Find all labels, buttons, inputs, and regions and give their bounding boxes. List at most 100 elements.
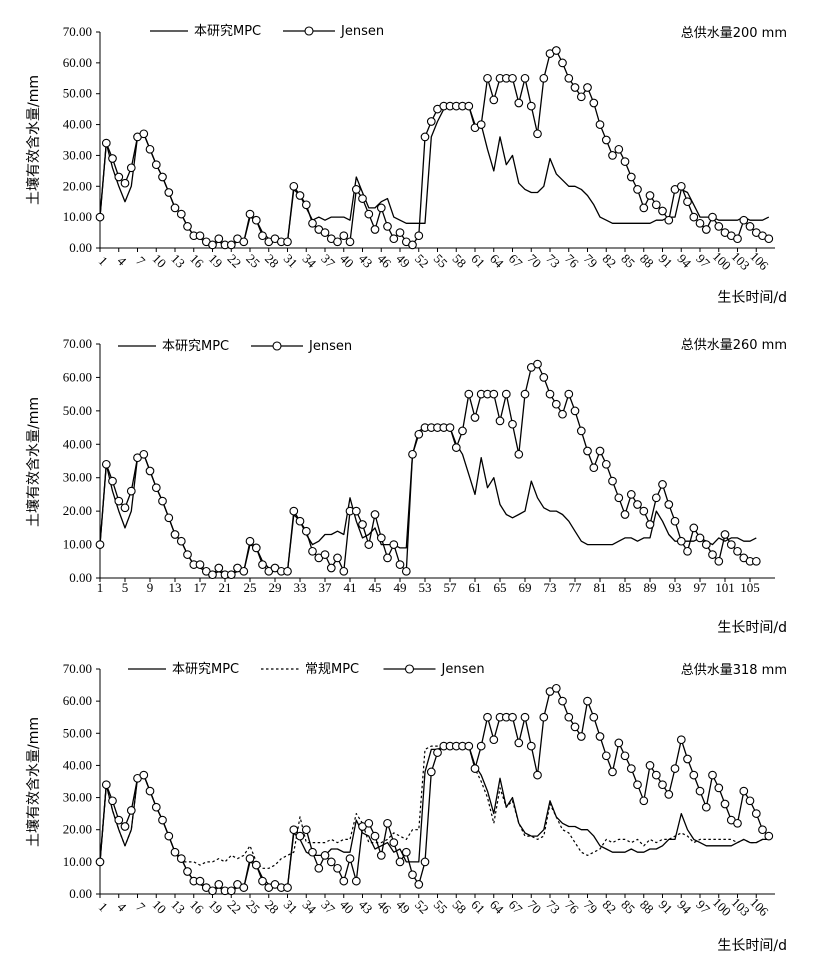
x-tick-label: 41: [344, 580, 357, 595]
x-axis-title: 生长时间/d: [717, 938, 787, 954]
jensen-data-point: [208, 570, 217, 580]
jensen-data-point: [183, 222, 192, 231]
y-axis-title: 土壤有效含水量/mm: [25, 717, 42, 847]
jensen-data-point: [651, 200, 661, 210]
jensen-data-point: [295, 831, 305, 841]
jensen-data-point: [308, 546, 317, 556]
jensen-data-point: [708, 550, 717, 559]
jensen-data-point: [170, 847, 180, 857]
jensen-data-point: [583, 446, 592, 456]
jensen-data-point: [689, 212, 699, 222]
jensen-data-point: [626, 172, 636, 182]
jensen-data-point: [501, 389, 511, 399]
jensen-data-point: [520, 712, 530, 722]
jensen-data-point: [633, 780, 642, 790]
jensen-data-point: [533, 129, 542, 139]
jensen-data-point: [595, 446, 605, 456]
jensen-data-point: [483, 73, 492, 83]
jensen-data-point: [351, 506, 361, 516]
jensen-data-point: [214, 880, 224, 889]
jensen-data-point: [495, 416, 505, 426]
jensen-data-point: [333, 237, 342, 247]
x-tick-label: 13: [168, 251, 188, 271]
x-tick-label: 19: [206, 251, 226, 271]
jensen-data-point: [95, 857, 105, 867]
x-tick-label: 55: [431, 897, 451, 917]
jensen-data-point: [245, 536, 255, 546]
jensen-data-point: [664, 790, 674, 799]
jensen-data-point: [526, 741, 536, 751]
y-tick-label: 30.00: [63, 147, 92, 162]
y-tick-label: 70.00: [63, 336, 92, 351]
chart-legend: 本研究MPC Jensen: [118, 339, 352, 354]
jensen-data-point: [701, 802, 711, 812]
jensen-data-point: [320, 228, 330, 237]
x-tick-label: 69: [519, 580, 532, 595]
x-tick-label: 25: [244, 580, 257, 595]
x-tick-label: 13: [168, 897, 188, 917]
x-tick-label: 67: [506, 897, 526, 917]
jensen-data-point: [170, 530, 180, 539]
jensen-data-point: [183, 550, 192, 559]
x-tick-label: 52: [412, 251, 432, 271]
jensen-data-point: [251, 215, 261, 225]
jensen-data-point: [239, 566, 249, 576]
x-tick-label: 45: [369, 580, 382, 595]
jensen-data-point: [670, 764, 680, 773]
jensen-data-point: [370, 510, 380, 519]
y-tick-label: 20.00: [63, 503, 92, 518]
jensen-data-point: [464, 101, 474, 111]
jensen-data-point: [408, 240, 417, 250]
jensen-data-point: [589, 98, 599, 108]
jensen-data-point: [245, 209, 255, 219]
jensen-data-point: [626, 490, 636, 499]
jensen-data-point: [320, 851, 330, 860]
chart-panel-3: 0.00 10.00 20.00 30.00 40.00 50.00 60.00 70.00 1…: [25, 661, 787, 954]
x-tick-label: 7: [133, 253, 149, 269]
x-tick-label: 105: [740, 580, 760, 595]
jensen-data-point: [570, 722, 580, 732]
y-tick-label: 40.00: [63, 757, 92, 772]
jensen-data-point: [608, 476, 617, 486]
jensen-data-point: [183, 867, 192, 876]
x-tick-label: 1: [96, 253, 111, 268]
jensen-data-point: [551, 683, 561, 693]
jensen-data-point: [214, 563, 224, 573]
x-tick-label: 10: [150, 251, 170, 271]
jensen-data-point: [414, 231, 424, 241]
jensen-data-point: [626, 764, 636, 773]
jensen-data-point: [595, 732, 605, 741]
x-tick-label: 85: [618, 251, 638, 271]
x-tick-label: 29: [269, 580, 282, 595]
jensen-data-point: [339, 566, 349, 576]
jensen-data-point: [620, 510, 630, 519]
jensen-data-point: [176, 209, 186, 219]
jensen-data-point: [614, 493, 624, 503]
jensen-data-point: [733, 546, 742, 556]
jensen-data-point: [539, 73, 549, 83]
x-tick-label: 73: [543, 897, 563, 917]
x-tick-label: 31: [281, 897, 301, 917]
x-tick-label: 16: [187, 897, 207, 917]
jensen-data-point: [108, 796, 117, 806]
x-tick-label: 82: [600, 251, 620, 271]
jensen-data-point: [95, 212, 105, 222]
jensen-data-point: [558, 696, 567, 706]
jensen-data-point: [664, 500, 674, 509]
jensen-data-point: [101, 780, 111, 790]
jensen-data-point: [301, 825, 311, 835]
jensen-data-point: [589, 463, 599, 473]
legend-marker: [272, 341, 282, 351]
jensen-data-point: [514, 98, 524, 108]
jensen-data-point: [601, 459, 611, 469]
jensen-data-point: [526, 101, 536, 111]
jensen-data-point: [701, 225, 711, 234]
jensen-data-point: [308, 847, 317, 857]
jensen-data-point: [158, 496, 167, 506]
y-tick-label: 20.00: [63, 822, 92, 837]
jensen-data-point: [251, 860, 261, 870]
jensen-data-point: [458, 426, 467, 436]
jensen-data-point: [176, 854, 186, 863]
jensen-data-point: [595, 120, 605, 129]
jensen-data-point: [351, 185, 361, 194]
